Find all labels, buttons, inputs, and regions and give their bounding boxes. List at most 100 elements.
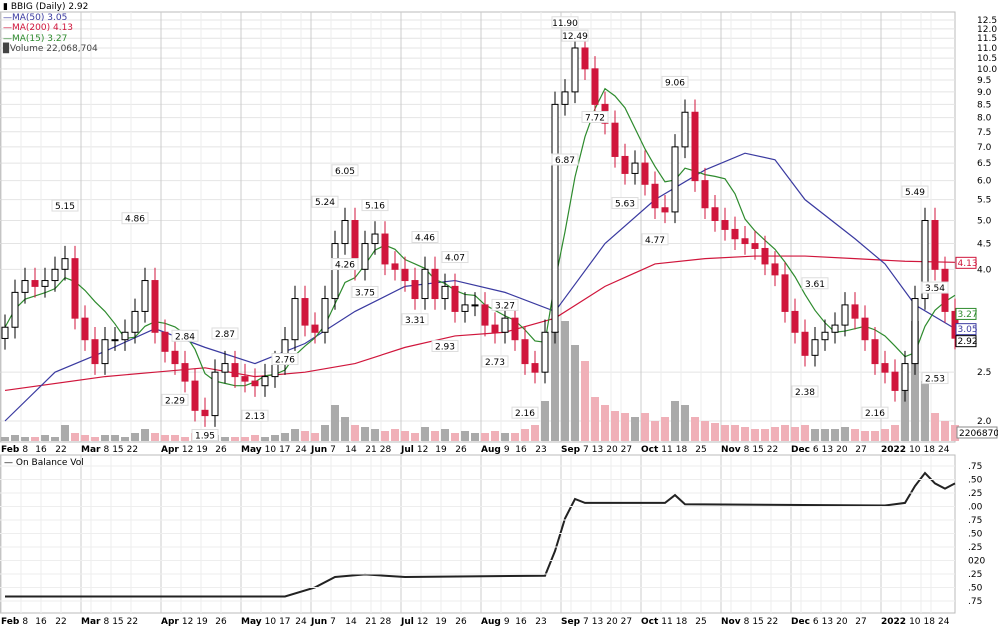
date-tick-label: Nov [721, 445, 741, 455]
candle-body [51, 268, 59, 282]
price-tick-label: 11.0 [977, 44, 997, 54]
candle-body [771, 263, 779, 276]
volume-bar [441, 429, 449, 441]
date-tick-label: Sep [561, 617, 581, 627]
date-tick-label: 20 [606, 445, 618, 455]
candle-body [631, 162, 639, 174]
candle-body [221, 363, 229, 373]
volume-bar [571, 345, 579, 441]
candle-body [591, 68, 599, 105]
volume-bar [801, 425, 809, 441]
date-tick-label: Jul [400, 617, 414, 627]
date-tick-label: 26 [215, 445, 227, 455]
obv-line [5, 471, 956, 598]
candle-body [501, 317, 509, 333]
price-annotation: 7.72 [585, 113, 605, 123]
candle-body [111, 339, 119, 342]
date-tick-label: 17 [279, 617, 290, 627]
date-tick-label: 26 [455, 445, 467, 455]
date-tick-label: 28 [380, 617, 392, 627]
candle-body [781, 274, 789, 312]
price-annotation: 2.93 [435, 342, 455, 352]
volume-bar [51, 437, 59, 441]
volume-bar [261, 437, 269, 441]
volume-bar [151, 433, 159, 441]
date-tick-label: Sep [561, 445, 581, 455]
price-annotation-box [171, 329, 199, 342]
volume-bar [41, 435, 49, 441]
price-annotation-box [211, 327, 239, 340]
volume-bar [291, 429, 299, 441]
date-tick-label: 8 [744, 445, 750, 455]
volume-bar [731, 425, 739, 441]
date-tick-label: 8 [744, 617, 750, 627]
candle-body [461, 304, 469, 312]
price-annotation-box [431, 339, 459, 352]
volume-bar [791, 427, 799, 441]
date-tick-label: 2022 [881, 445, 906, 455]
volume-bar [451, 433, 459, 441]
date-tick-label: 27 [855, 445, 866, 455]
volume-bar [541, 401, 549, 441]
candle-body [901, 363, 909, 391]
price-tag [955, 256, 977, 269]
volume-bar [851, 429, 859, 441]
volume-bar [561, 321, 569, 441]
volume-bar [221, 437, 229, 441]
candle-body [31, 280, 39, 287]
date-tick-label: Mar [81, 445, 101, 455]
price-tick-label: 9.0 [977, 88, 992, 98]
volume-bar [531, 425, 539, 441]
price-annotation-box [161, 393, 189, 406]
price-tick-label: 6.5 [977, 159, 991, 169]
volume-bar [831, 429, 839, 441]
volume-bar [871, 431, 879, 441]
price-tag-label: 3.05 [958, 325, 978, 335]
obv-tick-label: .25 [968, 543, 982, 553]
volume-bar [1, 437, 9, 441]
volume-bar [491, 431, 499, 441]
date-tick-label: 19 [196, 617, 208, 627]
volume-tag-label: 22068704 [959, 429, 998, 439]
legend: ▮ BBIG (Daily) 2.92 —MA(50) 3.05 —MA(200… [3, 2, 98, 55]
date-tick-label: 9 [504, 445, 510, 455]
candle-body [671, 146, 679, 213]
candle-body [741, 238, 749, 245]
candle-body [371, 233, 379, 245]
candle-body [731, 228, 739, 240]
volume-bar [161, 435, 169, 441]
volume-bar [601, 405, 609, 441]
candle-body [121, 331, 129, 341]
date-tick-label: 10 [265, 617, 277, 627]
date-tick-label: 22 [55, 617, 66, 627]
obv-tick-label: .25 [968, 489, 982, 499]
price-tick-label: 12.0 [977, 25, 997, 35]
price-annotation: 3.27 [495, 301, 515, 311]
volume-bar [101, 435, 109, 441]
candle-body [611, 122, 619, 157]
price-tag-label: 2.92 [958, 337, 978, 347]
date-tick-label: 6 [813, 617, 819, 627]
price-annotation: 5.16 [365, 202, 385, 212]
date-tick-label: 24 [295, 445, 307, 455]
price-annotation: 2.76 [275, 356, 295, 366]
volume-bar [141, 429, 149, 441]
price-tick-label: 2.0 [977, 417, 992, 427]
date-tick-label: 23 [535, 445, 546, 455]
price-annotation: 11.90 [552, 19, 578, 29]
date-tick-label: 7 [583, 617, 589, 627]
candle-body [761, 247, 769, 265]
candle-body [561, 91, 569, 105]
volume-bar [171, 435, 179, 441]
legend-ma50: —MA(50) 3.05 [3, 12, 68, 23]
candle-body [401, 268, 409, 282]
obv-tick-label: .50 [968, 476, 983, 486]
price-annotation-box [561, 29, 589, 42]
price-annotation-box [241, 409, 269, 422]
volume-bar [881, 429, 889, 441]
candle-body [661, 207, 669, 213]
price-annotation-box [411, 231, 439, 244]
volume-bar [671, 401, 679, 441]
volume-bar [721, 425, 729, 441]
